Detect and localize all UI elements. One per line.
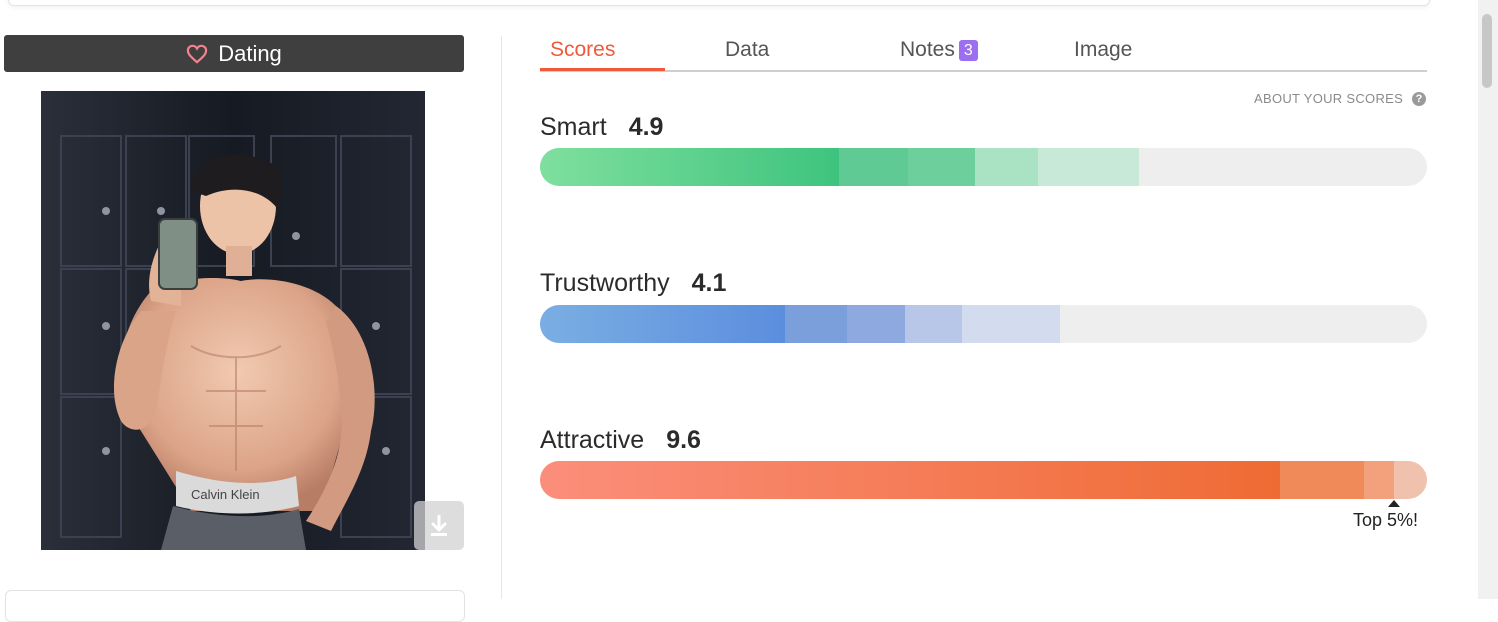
smart-seg-2 <box>839 148 908 186</box>
trustworthy-name: Trustworthy <box>540 269 670 297</box>
attractive-seg-3 <box>1364 461 1394 499</box>
tab-bar: Scores Data Notes 3 Image <box>540 36 1427 72</box>
attractive-score-label: Attractive 9.6 <box>540 426 701 455</box>
smart-seg-1 <box>540 148 839 186</box>
mode-label: Dating <box>218 40 282 66</box>
trustworthy-score-bar <box>540 305 1427 343</box>
tab-data-label: Data <box>725 38 770 61</box>
tab-scores-label: Scores <box>550 38 616 61</box>
column-divider <box>501 36 502 599</box>
about-scores-link[interactable]: ABOUT YOUR SCORES ? <box>1254 91 1427 106</box>
attractive-name: Attractive <box>540 426 645 454</box>
download-button[interactable] <box>414 501 464 550</box>
bottom-card <box>5 590 465 622</box>
trustworthy-seg-4 <box>905 305 962 343</box>
tab-image-label: Image <box>1074 38 1133 61</box>
smart-seg-3 <box>908 148 975 186</box>
smart-score-label: Smart 4.9 <box>540 113 663 142</box>
trustworthy-value: 4.1 <box>691 269 727 297</box>
attractive-seg-1 <box>540 461 1280 499</box>
heart-icon <box>187 44 208 64</box>
top-percent-marker <box>1388 500 1400 507</box>
attractive-value: 9.6 <box>666 426 701 454</box>
help-icon: ? <box>1412 91 1427 106</box>
trustworthy-seg-5 <box>962 305 1060 343</box>
smart-seg-4 <box>975 148 1038 186</box>
trustworthy-seg-3 <box>847 305 905 343</box>
top-percent-note: Top 5%! <box>1353 510 1419 530</box>
tab-image[interactable]: Image <box>1074 36 1132 70</box>
tab-data[interactable]: Data <box>725 36 769 70</box>
attractive-seg-4 <box>1394 461 1427 499</box>
smart-name: Smart <box>540 113 607 141</box>
smart-value: 4.9 <box>628 113 664 141</box>
top-card-edge <box>8 0 1430 6</box>
tab-notes[interactable]: Notes 3 <box>900 36 978 70</box>
active-tab-indicator <box>540 68 665 71</box>
notes-count-badge: 3 <box>958 40 978 61</box>
scrollbar-thumb[interactable] <box>1482 14 1492 88</box>
attractive-seg-2 <box>1280 461 1364 499</box>
dating-mode-button[interactable]: Dating <box>4 35 464 72</box>
tab-scores[interactable]: Scores <box>550 36 615 70</box>
smart-seg-5 <box>1038 148 1139 186</box>
tab-notes-label: Notes <box>900 38 955 61</box>
about-scores-label: ABOUT YOUR SCORES <box>1254 91 1404 106</box>
download-icon <box>431 514 447 536</box>
trustworthy-seg-2 <box>785 305 847 343</box>
trustworthy-seg-1 <box>540 305 785 343</box>
profile-photo: Calvin Klein <box>41 91 425 550</box>
trustworthy-score-label: Trustworthy 4.1 <box>540 269 726 298</box>
waistband-text: Calvin Klein <box>191 487 260 502</box>
scrollbar[interactable] <box>1478 0 1498 599</box>
attractive-score-bar <box>540 461 1427 499</box>
smart-score-bar <box>540 148 1427 186</box>
